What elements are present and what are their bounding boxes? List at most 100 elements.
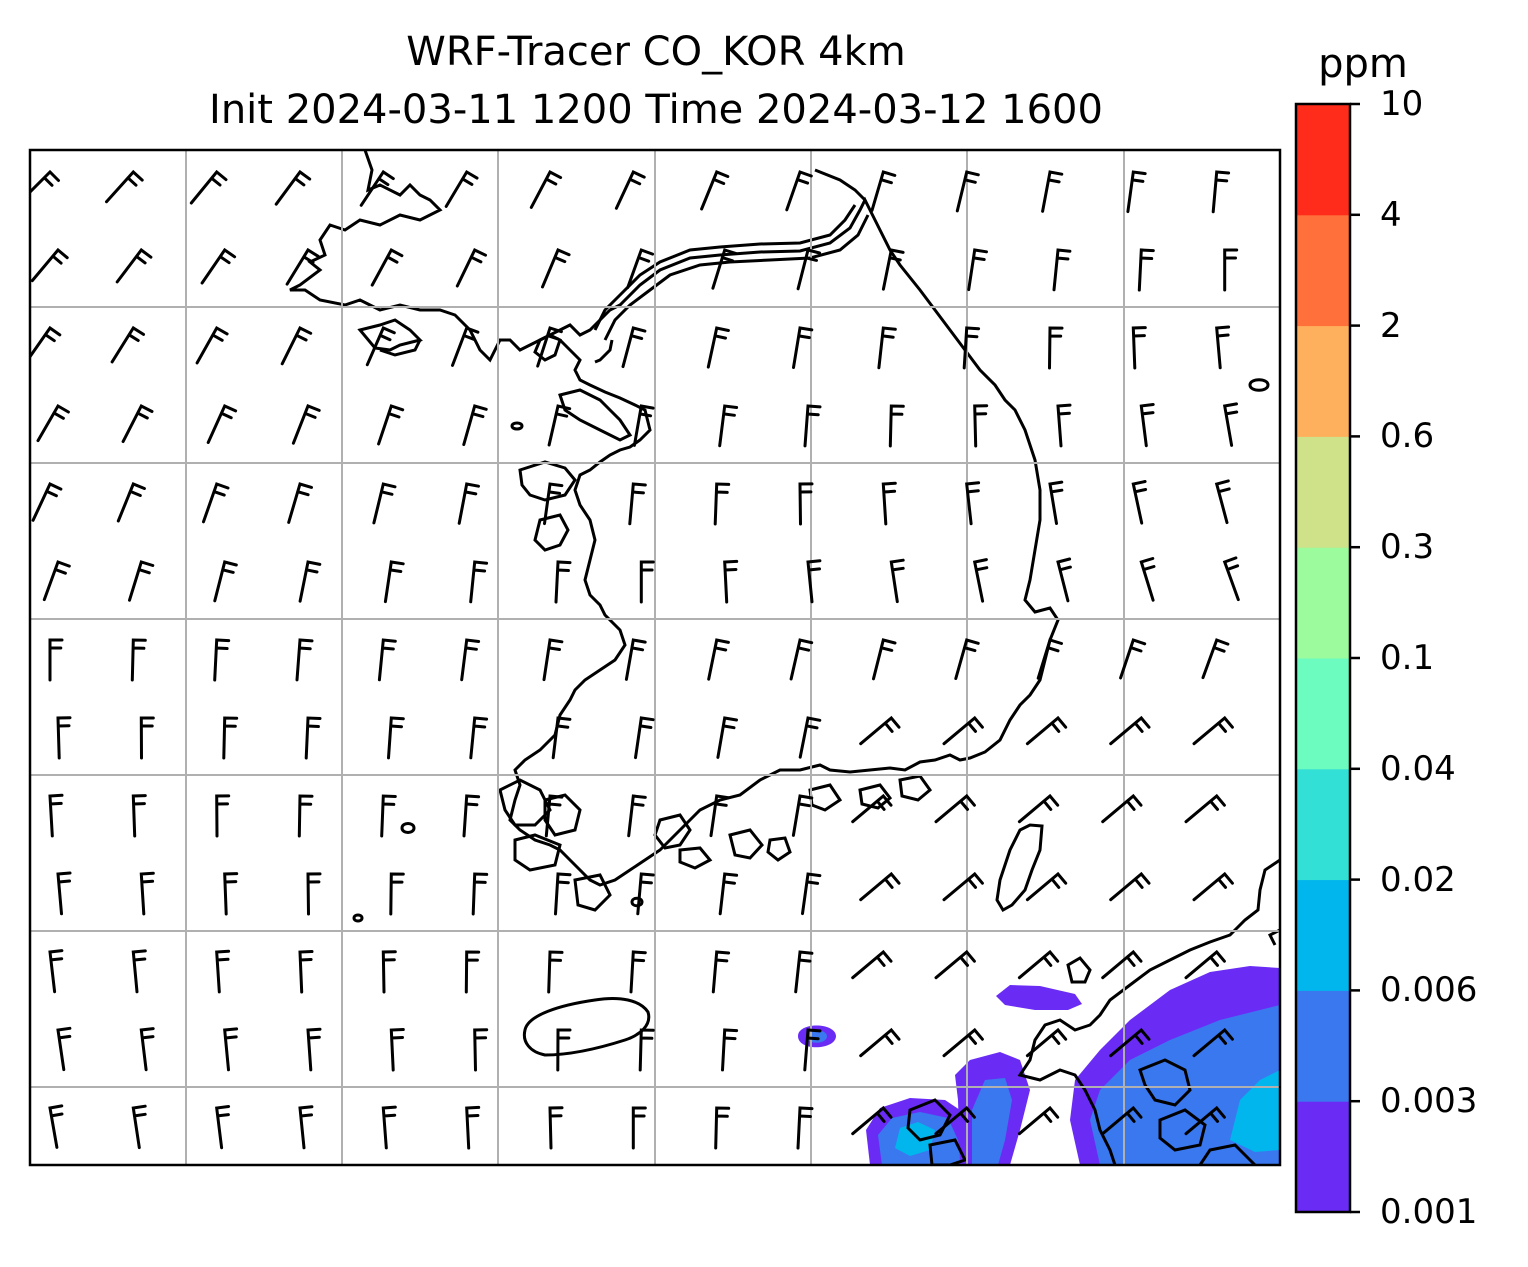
wind-barb <box>632 404 655 447</box>
colorbar-tick-label: 10 <box>1380 84 1424 124</box>
wind-barb <box>624 638 647 681</box>
wind-barb <box>213 560 238 603</box>
island-southwest-3 <box>513 833 562 872</box>
wind-barb <box>714 1106 731 1150</box>
wind-barb <box>965 481 981 526</box>
island-west-islets-3 <box>533 513 570 552</box>
wind-barb <box>460 638 481 682</box>
wind-barb <box>105 169 144 204</box>
wind-barb <box>541 248 571 289</box>
wind-barb <box>383 560 405 604</box>
coastline-honshu-tip <box>1267 928 1280 946</box>
wind-barb <box>794 950 814 994</box>
wind-barb <box>881 481 897 526</box>
wind-barb <box>551 716 572 760</box>
goto-islands-1 <box>906 1098 952 1142</box>
wind-barb <box>1025 871 1068 902</box>
wind-barb <box>274 169 312 206</box>
wind-barb <box>700 170 730 211</box>
wind-barb <box>536 326 563 368</box>
island-southwest-4 <box>573 873 612 912</box>
wind-barb <box>1222 556 1240 602</box>
wind-barb <box>798 482 814 526</box>
wind-barb <box>803 1028 822 1072</box>
wind-barb <box>706 326 730 369</box>
wind-barb <box>1223 248 1239 292</box>
colorbar-band <box>1296 1101 1350 1213</box>
wind-barb <box>1192 1027 1234 1058</box>
wind-barb <box>621 326 647 369</box>
wind-barb <box>1139 403 1155 448</box>
wind-barb <box>859 1027 901 1058</box>
wind-barb <box>716 716 738 759</box>
wind-barb <box>202 482 230 524</box>
wind-barb <box>1215 325 1231 370</box>
colorbar-band <box>1296 990 1350 1102</box>
colorbar-band <box>1296 325 1350 437</box>
wind-barb <box>638 1028 655 1072</box>
island-south-coast-5 <box>808 783 843 812</box>
island-west-islets-1 <box>558 388 633 442</box>
wind-barb <box>718 872 739 916</box>
wind-barb <box>803 404 822 448</box>
wind-barb <box>1056 403 1072 448</box>
plume-south-high <box>895 1122 935 1156</box>
wind-barb <box>547 404 572 447</box>
wind-barb <box>877 326 897 370</box>
wind-barb <box>200 247 237 285</box>
map-subtitle: Init 2024-03-11 1200 Time 2024-03-12 160… <box>209 87 1103 133</box>
wind-barb <box>287 482 313 524</box>
wind-barb <box>798 716 822 759</box>
wind-barb <box>881 248 905 291</box>
islet-5 <box>1248 378 1270 392</box>
wind-barb <box>298 950 314 994</box>
wind-barb <box>36 403 70 443</box>
wind-barb <box>942 715 984 746</box>
wind-barb <box>628 482 647 526</box>
wind-barb <box>1192 871 1234 902</box>
colorbar-unit-label: ppm <box>1318 41 1408 87</box>
colorbar-tick-label: 0.1 <box>1380 638 1435 678</box>
islet-1 <box>400 822 416 834</box>
wind-barb <box>713 482 731 526</box>
wind-barb <box>544 794 564 838</box>
wind-barb <box>469 560 489 604</box>
wind-barb <box>215 794 231 838</box>
wind-barb <box>285 247 320 286</box>
wind-barb <box>556 1028 572 1072</box>
gridlines <box>30 150 1280 1165</box>
wind-barb <box>1201 638 1230 680</box>
wind-barb <box>215 949 231 994</box>
wind-barb <box>377 638 397 682</box>
wind-barb <box>942 871 984 902</box>
wind-barb <box>130 638 147 682</box>
wind-barb <box>972 558 989 603</box>
wind-barb <box>1222 402 1239 447</box>
wind-barb <box>529 169 563 209</box>
wind-barb <box>457 482 480 525</box>
wind-barb <box>370 247 404 287</box>
wind-barb <box>48 1104 64 1149</box>
colorbar-band <box>1296 879 1350 991</box>
islet-4 <box>510 421 524 431</box>
colorbar-tick-label: 4 <box>1380 194 1402 235</box>
wind-barb <box>298 1105 314 1150</box>
wind-barb <box>462 794 481 838</box>
wind-barb <box>1017 949 1060 980</box>
plume-middle-mid <box>972 1078 1012 1165</box>
island-south-coast-2 <box>678 846 713 870</box>
colorbar-tick-label: 0.001 <box>1380 1192 1478 1232</box>
wind-barb <box>213 638 231 682</box>
wind-barb <box>471 872 489 916</box>
wind-barb <box>859 715 901 746</box>
wind-barb <box>1109 715 1151 746</box>
wind-barb <box>30 325 62 360</box>
coastline-dmz-band-2 <box>603 214 870 341</box>
wind-barb <box>1211 170 1231 214</box>
wind-barb <box>723 559 739 604</box>
island-south-coast-7 <box>898 774 933 802</box>
wind-barb <box>56 871 72 916</box>
coastline-north-link <box>594 339 614 364</box>
wind-barb <box>973 404 989 448</box>
